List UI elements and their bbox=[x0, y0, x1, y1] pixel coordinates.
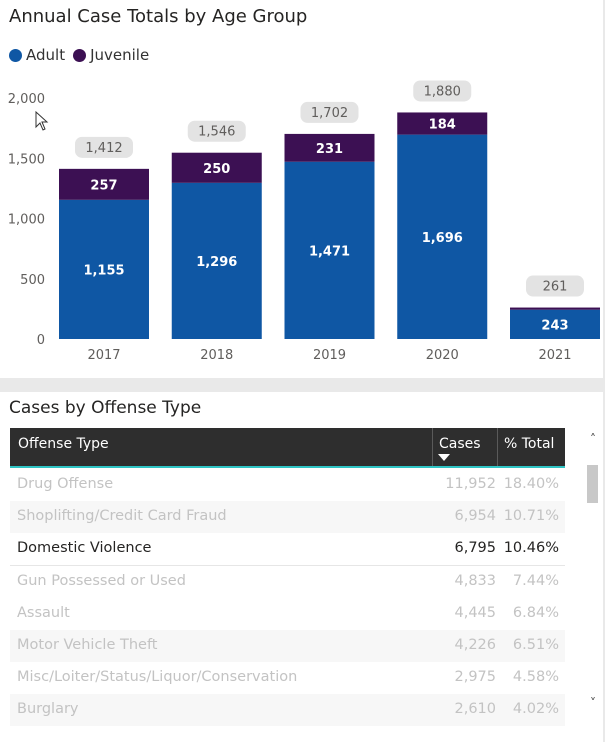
data-label-adult: 1,155 bbox=[83, 263, 124, 278]
cell-pct: 6.84% bbox=[512, 605, 559, 621]
table-row[interactable]: Drug Offense 11,952 18.40% bbox=[10, 469, 565, 501]
x-tick-label: 2021 bbox=[538, 348, 571, 363]
cell-offense: Drug Offense bbox=[17, 476, 114, 492]
cell-cases: 2,610 bbox=[454, 701, 496, 717]
data-label-adult: 243 bbox=[541, 318, 568, 333]
column-header-cases[interactable]: Cases bbox=[439, 436, 481, 452]
table-panel: Cases by Offense Type Offense Type Cases… bbox=[0, 392, 603, 742]
table-row[interactable]: Misc/Loiter/Status/Liquor/Conservation 2… bbox=[10, 662, 565, 694]
column-header-offense-type[interactable]: Offense Type bbox=[18, 436, 109, 452]
cell-pct: 10.46% bbox=[503, 540, 559, 556]
data-label-juvenile: 184 bbox=[429, 118, 456, 133]
table-body: Drug Offense 11,952 18.40% Shoplifting/C… bbox=[10, 469, 565, 726]
x-tick-label: 2017 bbox=[87, 348, 120, 363]
bar-adult[interactable] bbox=[397, 134, 488, 339]
y-tick-label: 0 bbox=[37, 333, 45, 348]
bar-juvenile[interactable] bbox=[510, 307, 600, 310]
y-tick-label: 1,000 bbox=[8, 213, 45, 228]
table-header: Offense Type Cases % Total bbox=[10, 428, 565, 468]
table-row[interactable]: Motor Vehicle Theft 4,226 6.51% bbox=[10, 630, 565, 662]
table-title: Cases by Offense Type bbox=[9, 398, 202, 418]
total-badge bbox=[413, 80, 472, 102]
cell-offense: Shoplifting/Credit Card Fraud bbox=[17, 508, 227, 524]
chevron-down-icon[interactable]: ˅ bbox=[590, 696, 596, 710]
total-label: 1,702 bbox=[311, 106, 348, 121]
total-label: 1,546 bbox=[198, 125, 235, 140]
column-divider bbox=[432, 428, 433, 466]
total-label: 1,880 bbox=[424, 84, 461, 99]
cell-pct: 4.02% bbox=[512, 701, 559, 717]
data-label-adult: 1,471 bbox=[309, 244, 350, 259]
cell-pct: 7.44% bbox=[512, 573, 559, 589]
data-label-juvenile: 250 bbox=[203, 162, 230, 177]
cell-offense: Assault bbox=[17, 605, 70, 621]
total-label: 261 bbox=[543, 280, 568, 295]
cell-pct: 10.71% bbox=[503, 508, 559, 524]
mouse-pointer-icon bbox=[35, 111, 49, 131]
legend-label-adult: Adult bbox=[26, 46, 66, 64]
data-label-adult: 1,296 bbox=[196, 255, 237, 270]
cell-cases: 4,445 bbox=[454, 605, 496, 621]
total-badge bbox=[526, 275, 584, 297]
cell-offense: Gun Possessed or Used bbox=[17, 573, 186, 589]
bar-adult[interactable] bbox=[171, 182, 262, 339]
table-row[interactable]: Burglary 2,610 4.02% bbox=[10, 694, 565, 726]
chart-legend: Adult Juvenile bbox=[9, 46, 157, 64]
table-row[interactable]: Assault 4,445 6.84% bbox=[10, 598, 565, 630]
cell-cases: 6,795 bbox=[454, 540, 496, 556]
cell-cases: 4,833 bbox=[454, 573, 496, 589]
legend-item-juvenile[interactable]: Juvenile bbox=[73, 46, 149, 64]
legend-marker-juvenile bbox=[73, 48, 87, 62]
y-tick-label: 1,500 bbox=[8, 152, 45, 167]
cell-offense: Burglary bbox=[17, 701, 79, 717]
stacked-bar-chart: 0 500 1,000 1,500 2,000 1,155 257 1,412 2017 1,29… bbox=[8, 80, 600, 363]
total-badge bbox=[75, 136, 133, 158]
x-tick-label: 2019 bbox=[313, 348, 346, 363]
cell-pct: 4.58% bbox=[512, 669, 559, 685]
y-tick-label: 500 bbox=[20, 273, 45, 288]
x-tick-label: 2018 bbox=[200, 348, 233, 363]
bar-adult[interactable] bbox=[284, 161, 375, 339]
legend-item-adult[interactable]: Adult bbox=[9, 46, 65, 64]
data-label-juvenile: 257 bbox=[90, 178, 117, 193]
total-label: 1,412 bbox=[85, 141, 122, 156]
column-divider bbox=[497, 428, 498, 466]
chevron-up-icon[interactable]: ˄ bbox=[590, 432, 596, 446]
chart-title: Annual Case Totals by Age Group bbox=[9, 6, 308, 27]
cell-cases: 6,954 bbox=[454, 508, 496, 524]
cell-cases: 11,952 bbox=[445, 476, 496, 492]
cell-cases: 4,226 bbox=[454, 637, 496, 653]
scrollbar-thumb[interactable] bbox=[587, 465, 598, 503]
bar-juvenile[interactable] bbox=[171, 152, 262, 183]
cell-pct: 6.51% bbox=[512, 637, 559, 653]
cell-cases: 2,975 bbox=[454, 669, 496, 685]
table-scrollbar[interactable]: ˄ ˅ bbox=[586, 432, 600, 717]
table-row[interactable]: Domestic Violence 6,795 10.46% bbox=[10, 533, 565, 566]
bar-juvenile[interactable] bbox=[59, 168, 149, 200]
cell-pct: 18.40% bbox=[503, 476, 559, 492]
y-tick-label: 2,000 bbox=[8, 92, 45, 107]
cell-offense: Domestic Violence bbox=[17, 540, 152, 556]
bar-adult[interactable] bbox=[59, 199, 149, 339]
x-tick-label: 2020 bbox=[426, 348, 459, 363]
chart-panel: Annual Case Totals by Age Group Adult Ju… bbox=[0, 0, 603, 378]
cell-offense: Misc/Loiter/Status/Liquor/Conservation bbox=[17, 669, 298, 685]
bar-adult[interactable] bbox=[510, 309, 600, 339]
bar-juvenile[interactable] bbox=[284, 133, 375, 162]
total-badge bbox=[300, 101, 359, 123]
total-badge bbox=[187, 120, 246, 142]
cell-offense: Motor Vehicle Theft bbox=[17, 637, 158, 653]
data-label-juvenile: 231 bbox=[316, 142, 343, 157]
bar-juvenile[interactable] bbox=[397, 112, 488, 135]
table-row[interactable]: Shoplifting/Credit Card Fraud 6,954 10.7… bbox=[10, 501, 565, 533]
table-row[interactable]: Gun Possessed or Used 4,833 7.44% bbox=[10, 566, 565, 598]
data-label-adult: 1,696 bbox=[422, 231, 463, 246]
column-header-pct-total[interactable]: % Total bbox=[504, 436, 555, 452]
legend-label-juvenile: Juvenile bbox=[90, 46, 150, 64]
legend-marker-adult bbox=[9, 48, 22, 62]
sort-descending-icon[interactable] bbox=[438, 454, 450, 462]
